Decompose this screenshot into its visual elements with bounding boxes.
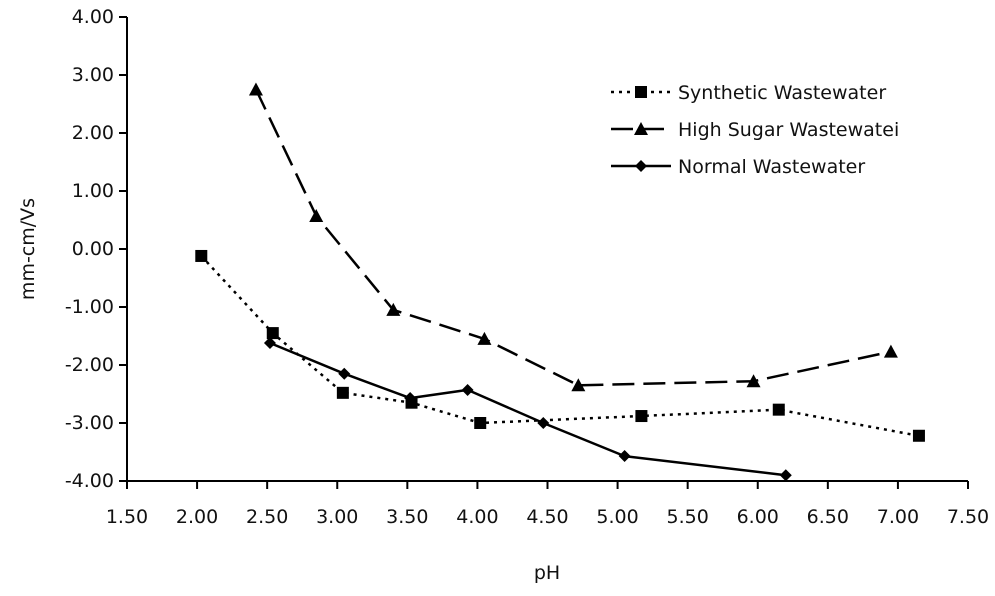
data-point <box>195 249 208 262</box>
x-tick-label: 2.50 <box>246 506 288 528</box>
data-point <box>248 82 263 96</box>
y-tick-label: 4.00 <box>72 6 114 28</box>
y-tick-label: -4.00 <box>65 470 114 492</box>
y-tick-label: -2.00 <box>65 354 114 376</box>
legend-item: Normal Wastewater <box>611 156 865 178</box>
x-tick-label: 2.00 <box>176 506 218 528</box>
y-tick-label: 0.00 <box>72 238 114 260</box>
data-point <box>537 417 550 429</box>
x-tick-label: 3.50 <box>386 506 428 528</box>
x-tick-label: 6.00 <box>737 506 779 528</box>
data-point <box>883 344 898 358</box>
legend-label: High Sugar Wastewatei <box>678 119 899 141</box>
x-tick-label: 5.50 <box>667 506 709 528</box>
data-point <box>386 302 401 316</box>
data-point <box>474 417 487 429</box>
data-point <box>635 410 648 423</box>
data-point <box>338 367 351 380</box>
legend-label: Normal Wastewater <box>678 156 865 178</box>
x-tick-label: 7.50 <box>947 506 989 528</box>
x-tick-label: 1.50 <box>106 506 148 528</box>
data-point <box>336 386 349 399</box>
series-line <box>200 255 920 438</box>
x-tick-label: 6.50 <box>807 506 849 528</box>
data-point <box>571 378 586 392</box>
data-point <box>477 331 492 345</box>
y-axis-label: mm-cm/Vs <box>17 198 39 300</box>
x-tick-label: 5.00 <box>596 506 638 528</box>
data-point <box>309 208 324 222</box>
legend-label: Synthetic Wastewater <box>678 82 886 104</box>
x-tick-label: 3.00 <box>316 506 358 528</box>
legend-item: Synthetic Wastewater <box>611 82 886 104</box>
x-tick-label: 4.00 <box>456 506 498 528</box>
data-point <box>746 374 761 388</box>
series-square <box>195 249 925 442</box>
data-point <box>772 403 785 416</box>
data-point <box>404 392 417 405</box>
y-tick-label: -3.00 <box>65 412 114 434</box>
data-point <box>618 450 631 463</box>
y-tick-label: 1.00 <box>72 180 114 202</box>
y-ticks: 4.00 3.00 2.00 1.00 0.00 -1.00 -2.00 -3.00 -4.00 <box>65 6 127 492</box>
legend-marker <box>635 86 647 98</box>
x-tick-label: 4.50 <box>526 506 568 528</box>
x-ticks: 1.50 2.00 2.50 3.00 3.50 4.00 4.50 5.00 5.50 6.00… <box>106 481 989 528</box>
series-triangle <box>248 82 898 392</box>
y-tick-label: -1.00 <box>65 296 114 318</box>
y-tick-label: 3.00 <box>72 64 114 86</box>
legend-item: High Sugar Wastewatei <box>611 119 899 141</box>
data-point <box>912 429 925 442</box>
legend-marker <box>634 122 648 135</box>
data-point <box>779 469 792 482</box>
series-diamond <box>263 336 792 482</box>
legend: Synthetic Wastewater High Sugar Wastewate… <box>611 82 899 178</box>
y-tick-label: 2.00 <box>72 122 114 144</box>
x-tick-label: 7.00 <box>877 506 919 528</box>
series-group <box>195 82 925 482</box>
data-point <box>461 383 474 396</box>
data-point <box>266 327 279 340</box>
legend-marker <box>635 160 647 172</box>
x-axis-label: pH <box>534 562 560 584</box>
data-point <box>263 336 276 349</box>
series-line <box>269 341 786 477</box>
